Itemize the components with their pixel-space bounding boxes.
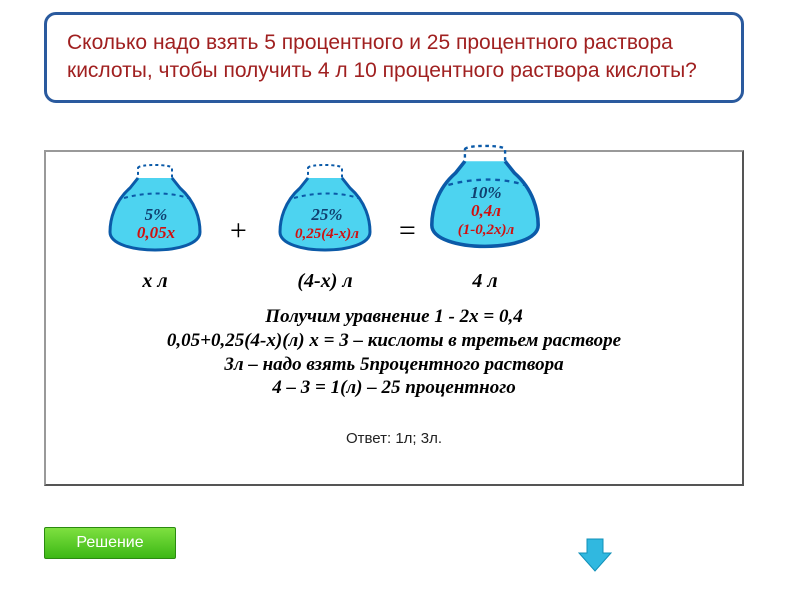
- flask-1-pct: 5%: [145, 205, 168, 224]
- flask-2-bottom: (4-х) л: [260, 270, 390, 293]
- work-area: Получим уравнение 1 - 2х = 0,4 0,05+0,25…: [44, 305, 744, 400]
- down-arrow-icon[interactable]: [575, 535, 615, 575]
- flask-2-red: 0,25(4-х)л: [295, 226, 359, 242]
- flask-3-red: (1-0,2х)л: [458, 222, 514, 238]
- solution-button[interactable]: Решение: [44, 527, 176, 559]
- work-l2-right: – кислоты в третьем растворе: [349, 330, 621, 351]
- answer-text: Ответ: 1л; 3л.: [44, 430, 744, 447]
- flask-3-pct: 10%: [470, 183, 501, 202]
- work-l2-left: 0,05+0,25(4-х)(л): [167, 330, 309, 351]
- flask-3-label: 10% 0,4л (1-0,2х)л: [426, 184, 546, 238]
- work-line-2: 0,05+0,25(4-х)(л) х = 3 – кислоты в трет…: [44, 329, 744, 353]
- flask-3-bottom: 4 л: [420, 270, 550, 293]
- work-line-1: Получим уравнение 1 - 2х = 0,4: [44, 305, 744, 329]
- work-l2-mid: х = 3: [309, 330, 348, 351]
- flask-3-l2: 0,4л: [471, 201, 501, 220]
- flask-row: 5% 0,05x х л + 25% 0,25(4-х)л (4-х) л = …: [90, 160, 730, 310]
- flask-2-label: 25% 0,25(4-х)л: [252, 206, 402, 243]
- equals-op: =: [397, 214, 417, 248]
- problem-text: Сколько надо взять 5 процентного и 25 пр…: [67, 29, 721, 86]
- flask-1-red: 0,05x: [137, 223, 175, 242]
- work-line-3: 3л – надо взять 5процентного раствора: [44, 353, 744, 377]
- plus-op: +: [228, 214, 248, 248]
- flask-2-pct: 25%: [311, 205, 342, 224]
- work-line-4: 4 – 3 = 1(л) – 25 процентного: [44, 376, 744, 400]
- flask-1-bottom: х л: [90, 270, 220, 293]
- problem-box: Сколько надо взять 5 процентного и 25 пр…: [44, 12, 744, 103]
- flask-1-label: 5% 0,05x: [96, 206, 216, 242]
